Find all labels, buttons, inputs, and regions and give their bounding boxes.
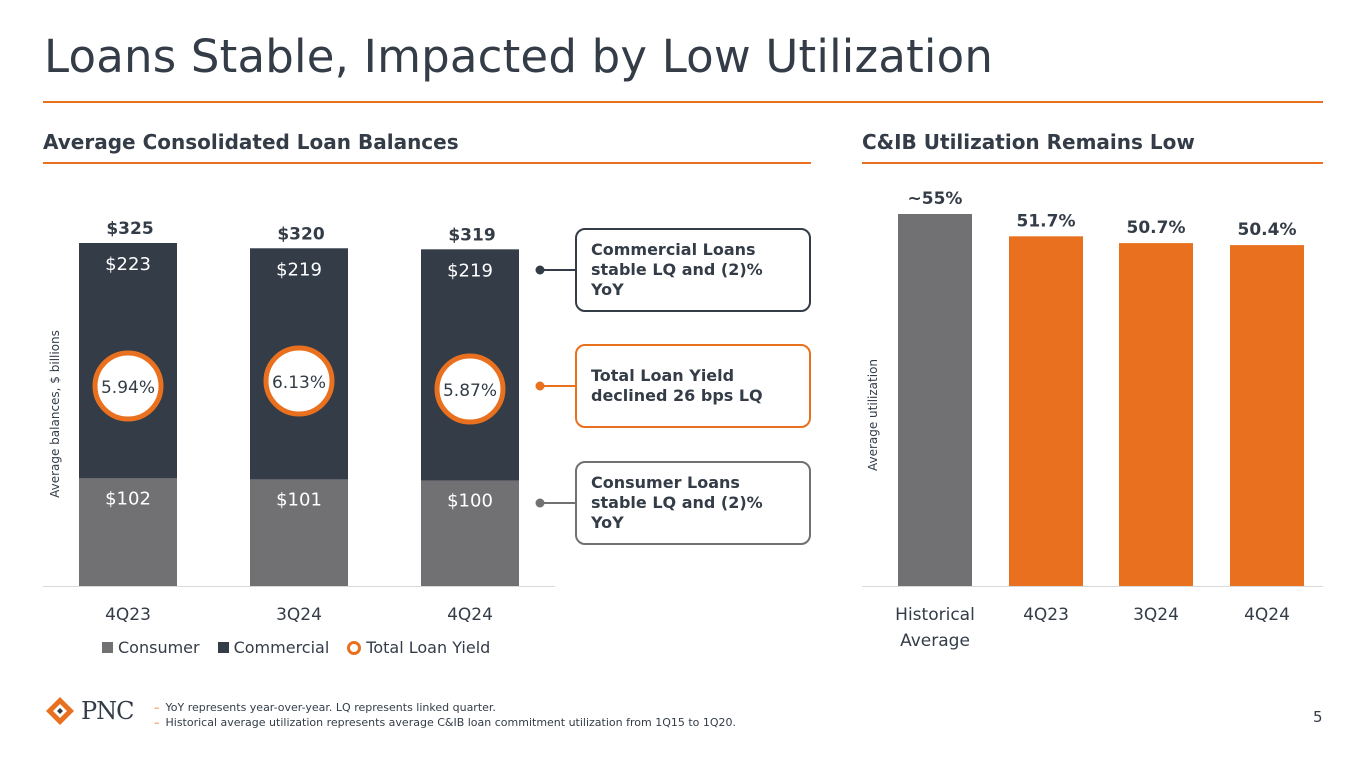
- title-divider: [43, 101, 1323, 103]
- yield-marker: [434, 353, 506, 425]
- yield-value-label: 5.94%: [101, 378, 155, 398]
- consumer-value-label: $102: [105, 488, 151, 509]
- yield-marker: [263, 345, 335, 417]
- commercial-value-label: $219: [276, 259, 322, 280]
- utilization-value-label: 50.7%: [1127, 218, 1186, 238]
- legend-label: Consumer: [118, 638, 200, 657]
- consumer-bar: [250, 479, 348, 586]
- callout-line: Commercial Loans: [591, 240, 756, 259]
- logo-text: PNC: [81, 697, 135, 725]
- utilization-bar: [1119, 243, 1193, 587]
- legend-item-consumer: Consumer: [102, 638, 200, 657]
- consumer-swatch: [102, 642, 113, 653]
- x-tick-label: 3Q24: [1133, 605, 1179, 625]
- right-section-divider: [862, 162, 1323, 164]
- consumer-loans-callout: Consumer Loans stable LQ and (2)% YoY: [575, 461, 811, 545]
- page-title: Loans Stable, Impacted by Low Utilizatio…: [44, 30, 994, 83]
- utilization-value-label: ~55%: [908, 189, 963, 209]
- total-value-label: $325: [106, 219, 153, 239]
- commercial-loans-callout: Commercial Loans stable LQ and (2)% YoY: [575, 228, 811, 312]
- right-section-title: C&IB Utilization Remains Low: [862, 130, 1195, 154]
- y-axis-label: Average utilization: [866, 359, 880, 471]
- commercial-swatch: [217, 642, 229, 653]
- callout-connector-dot: [535, 265, 545, 275]
- callout-line: Consumer Loans: [591, 473, 740, 492]
- total-value-label: $320: [277, 224, 324, 244]
- commercial-value-label: $219: [447, 260, 493, 281]
- x-tick-label: 4Q23: [1023, 605, 1069, 625]
- x-tick-label: Historical: [895, 605, 975, 625]
- footnote: – YoY represents year-over-year. LQ repre…: [154, 701, 496, 714]
- yield-swatch: [347, 640, 362, 655]
- callout-line: declined 26 bps LQ: [591, 386, 763, 405]
- x-tick-label: 4Q24: [447, 605, 493, 625]
- utilization-bar: [898, 214, 972, 586]
- consumer-value-label: $100: [447, 490, 493, 511]
- consumer-bar: [79, 478, 177, 586]
- page-number: 5: [1313, 708, 1323, 726]
- x-tick-label: 4Q24: [1244, 605, 1290, 625]
- pnc-logo: PNC: [43, 694, 135, 728]
- consumer-value-label: $101: [276, 489, 322, 510]
- legend-item-yield: Total Loan Yield: [347, 638, 490, 657]
- legend-item-commercial: Commercial: [217, 638, 330, 657]
- utilization-value-label: 50.4%: [1238, 220, 1297, 240]
- callout-connector-dot: [535, 381, 545, 391]
- utilization-bar: [1230, 245, 1304, 586]
- left-section-divider: [43, 162, 811, 164]
- total-loan-yield-callout: Total Loan Yield declined 26 bps LQ: [575, 344, 811, 428]
- legend-label: Total Loan Yield: [366, 638, 491, 657]
- chart-legend: Consumer Commercial Total Loan Yield: [102, 638, 490, 657]
- callout-line: stable LQ and (2)% YoY: [591, 260, 763, 299]
- utilization-value-label: 51.7%: [1017, 211, 1076, 231]
- pnc-mark-icon: [46, 697, 74, 725]
- legend-label: Commercial: [233, 638, 330, 657]
- callout-line: Total Loan Yield: [591, 366, 735, 385]
- callout-line: stable LQ and (2)% YoY: [591, 493, 763, 532]
- x-tick-label: 4Q23: [105, 605, 151, 625]
- left-section-title: Average Consolidated Loan Balances: [43, 130, 459, 154]
- yield-value-label: 6.13%: [272, 373, 326, 393]
- yield-value-label: 5.87%: [443, 381, 497, 401]
- x-tick-label: 3Q24: [276, 605, 322, 625]
- commercial-value-label: $223: [105, 254, 151, 275]
- footnotes: – YoY represents year-over-year. LQ repre…: [154, 700, 736, 730]
- total-value-label: $319: [448, 225, 495, 245]
- y-axis-label: Average balances, $ billions: [48, 330, 62, 498]
- callout-connector-dot: [535, 498, 545, 508]
- utilization-bar: [1009, 236, 1083, 586]
- consumer-bar: [421, 480, 519, 586]
- footnote: – Historical average utilization represen…: [154, 716, 737, 729]
- x-tick-label: Average: [900, 631, 970, 651]
- yield-marker: [92, 350, 164, 422]
